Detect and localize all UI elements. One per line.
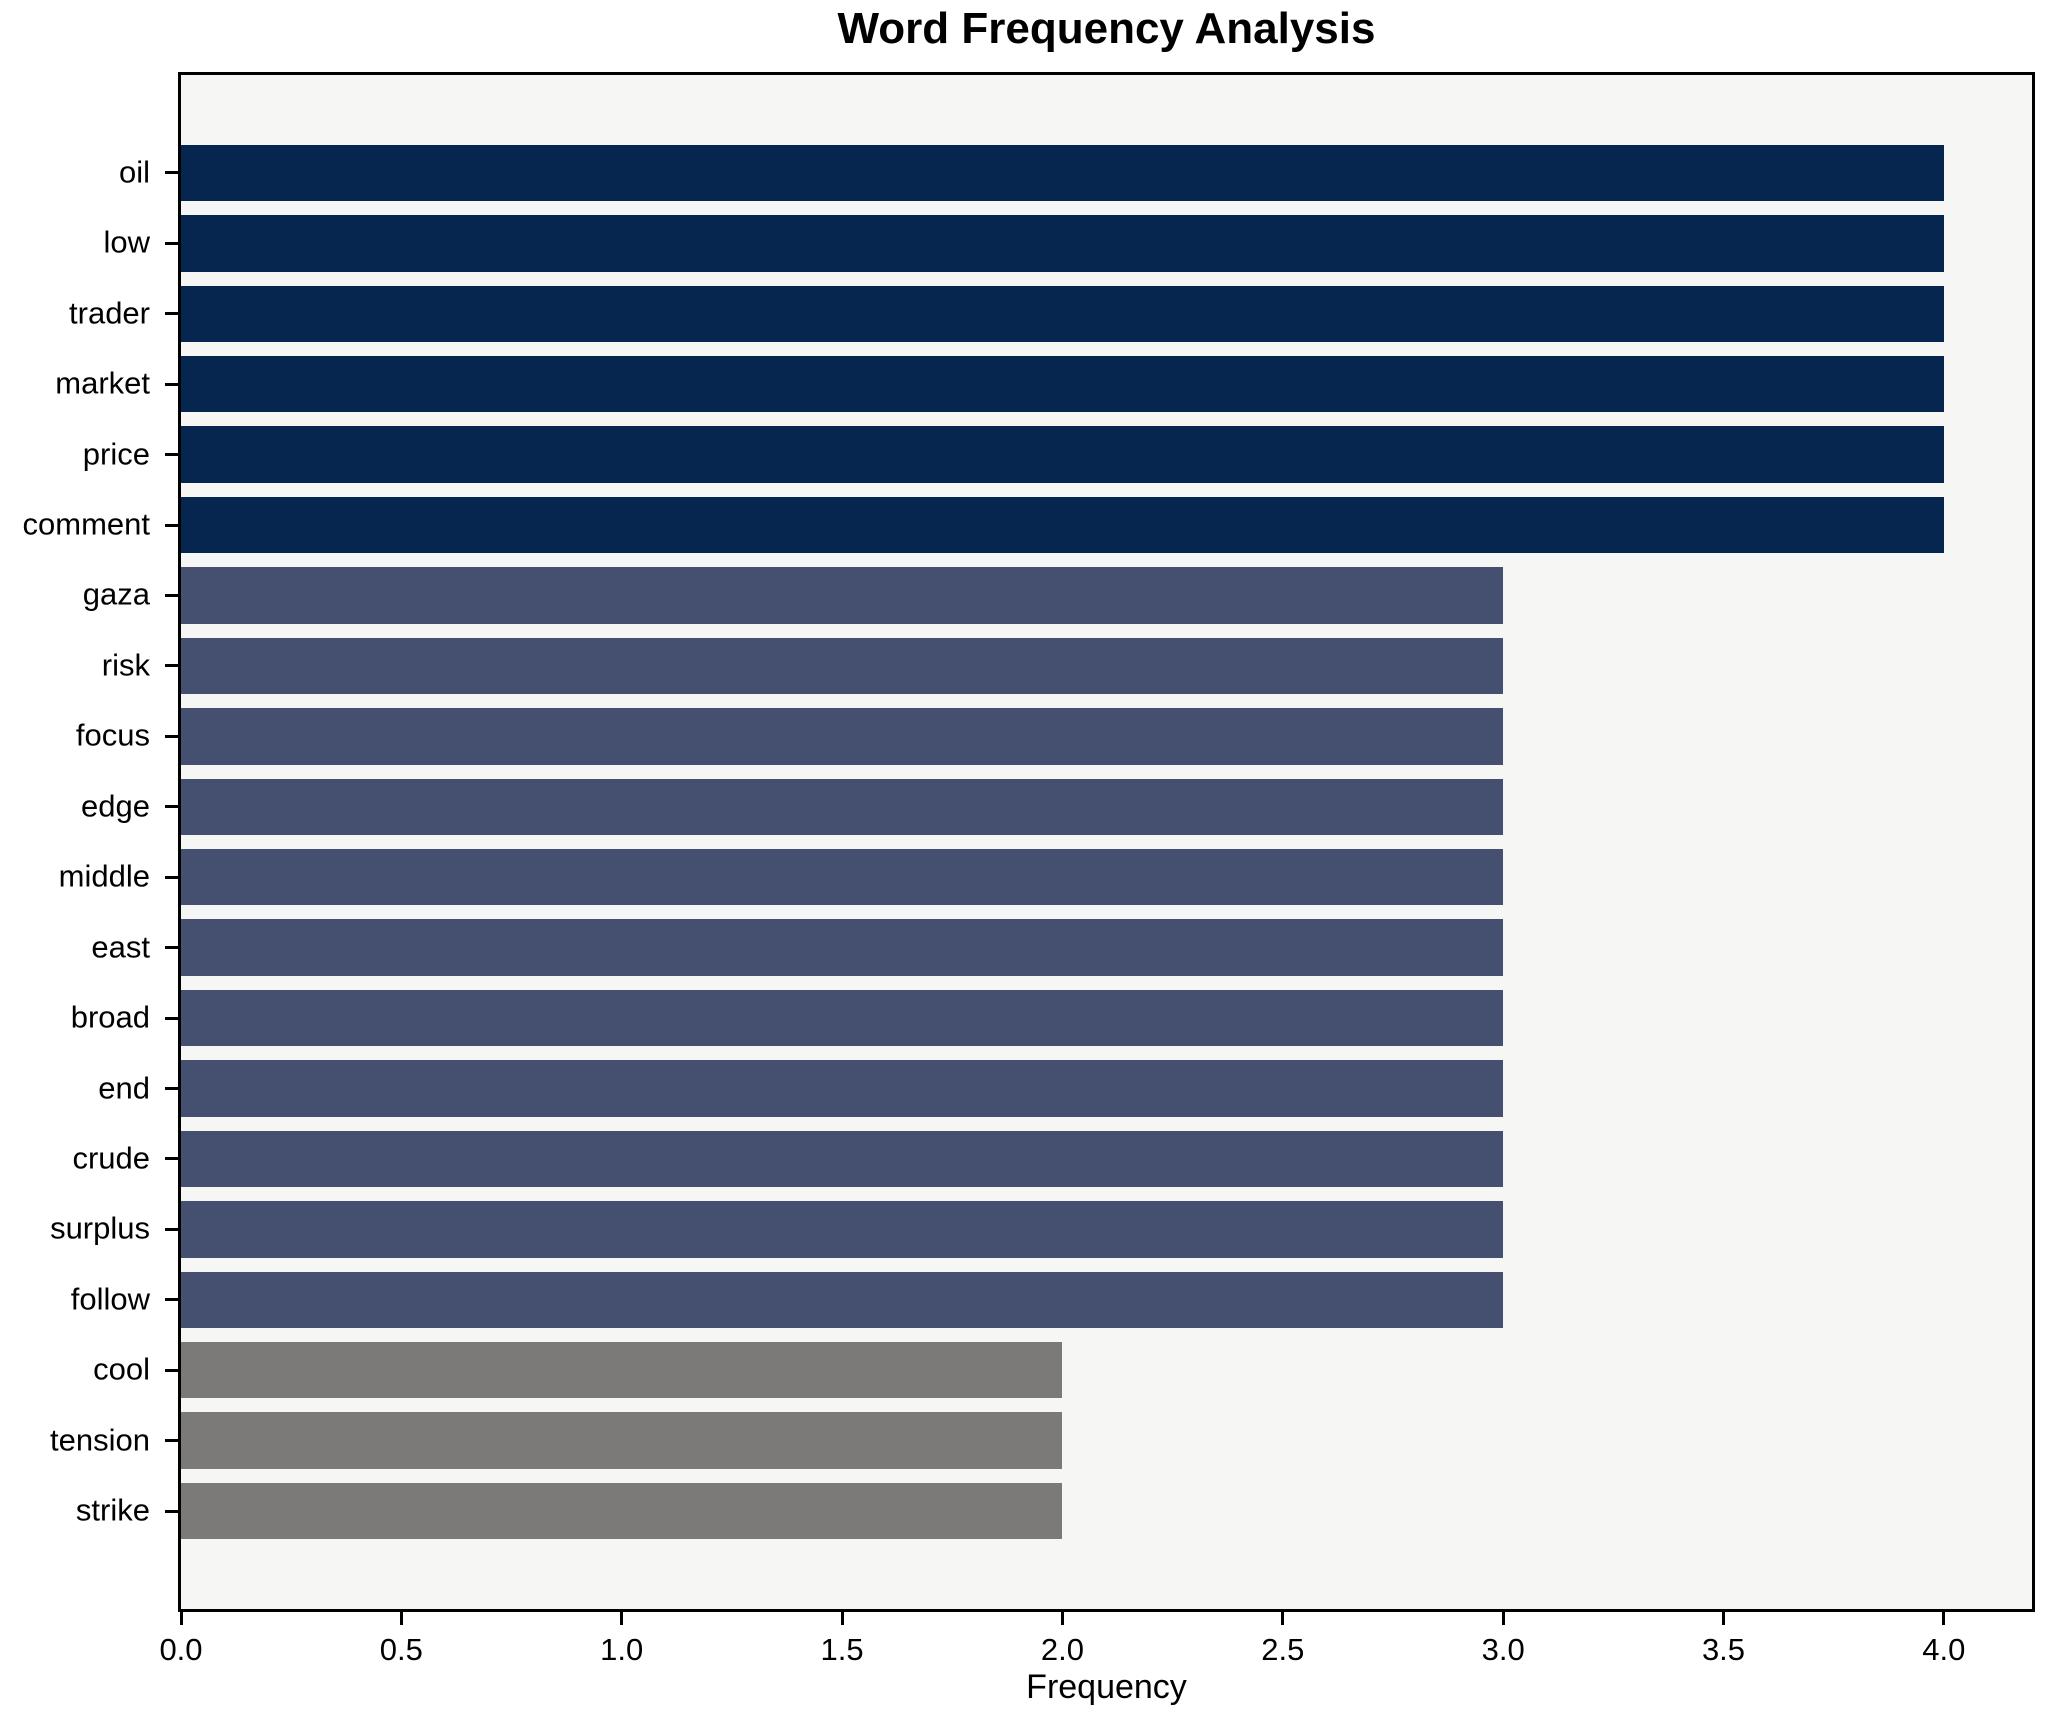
ytick-label-market: market	[55, 365, 150, 401]
ytick-mark	[165, 523, 178, 527]
ytick-label-low: low	[103, 224, 150, 260]
bar-end	[181, 1060, 1504, 1117]
ytick-mark	[165, 241, 178, 245]
ytick-label-end: end	[98, 1069, 150, 1105]
xtick-label-2.5: 2.5	[1261, 1632, 1305, 1667]
ytick-label-tension: tension	[50, 1421, 150, 1457]
ytick-mark	[165, 1368, 178, 1372]
x-axis-label: Frequency	[1026, 1668, 1187, 1706]
ytick-label-broad: broad	[70, 999, 150, 1035]
x-axis: 0.0 0.5 1.0 1.5 2.0 2.5 3.0 3.5 4.0	[159, 1612, 2035, 1672]
ytick-label-gaza: gaza	[82, 576, 150, 612]
bar-gaza	[181, 567, 1504, 624]
xtick-mark	[1060, 1612, 1064, 1625]
ytick-mark	[165, 382, 178, 386]
bar-tension	[181, 1412, 1063, 1469]
ytick-mark	[165, 1439, 178, 1443]
xtick-mark	[620, 1612, 624, 1625]
ytick-label-middle: middle	[58, 858, 150, 894]
ytick-mark	[165, 875, 178, 879]
bar-market	[181, 356, 1944, 413]
ytick-mark	[165, 664, 178, 668]
xtick-label-4.0: 4.0	[1922, 1632, 1966, 1667]
ytick-label-cool: cool	[93, 1351, 150, 1387]
bar-cool	[181, 1342, 1063, 1399]
bar-price	[181, 426, 1944, 483]
bar-low	[181, 215, 1944, 272]
xtick-label-1.0: 1.0	[600, 1632, 644, 1667]
ytick-label-comment: comment	[22, 506, 150, 542]
plot-area	[178, 72, 2035, 1612]
ytick-label-strike: strike	[75, 1492, 150, 1528]
xtick-mark	[1501, 1612, 1505, 1625]
xtick-mark	[1942, 1612, 1946, 1625]
y-axis: oil low trader market price comment gaza risk fo…	[0, 72, 178, 1612]
xtick-label-2.0: 2.0	[1040, 1632, 1084, 1667]
bar-middle	[181, 849, 1504, 906]
xtick-mark	[399, 1612, 403, 1625]
ytick-label-trader: trader	[69, 295, 150, 331]
ytick-mark	[165, 805, 178, 809]
xtick-label-3.5: 3.5	[1701, 1632, 1746, 1667]
ytick-label-focus: focus	[75, 717, 150, 753]
bar-trader	[181, 285, 1944, 342]
ytick-mark	[165, 1016, 178, 1020]
xtick-mark	[179, 1612, 183, 1625]
bar-risk	[181, 637, 1504, 695]
bar-follow	[181, 1271, 1504, 1328]
ytick-mark	[165, 734, 178, 738]
ytick-mark	[165, 1227, 178, 1231]
bar-surplus	[181, 1201, 1504, 1258]
ytick-mark	[165, 171, 178, 175]
ytick-mark	[165, 1157, 178, 1161]
ytick-label-risk: risk	[101, 647, 150, 683]
xtick-mark	[1281, 1612, 1285, 1625]
ytick-mark	[165, 1087, 178, 1090]
ytick-mark	[165, 946, 178, 950]
xtick-label-0.0: 0.0	[159, 1632, 203, 1667]
xtick-label-1.5: 1.5	[820, 1632, 864, 1667]
ytick-mark	[165, 593, 178, 597]
ytick-label-price: price	[82, 435, 150, 471]
bar-edge	[181, 778, 1504, 835]
ytick-label-oil: oil	[118, 154, 150, 190]
chart-title: Word Frequency Analysis	[837, 4, 1376, 53]
bar-crude	[181, 1130, 1504, 1188]
xtick-mark	[1722, 1612, 1725, 1625]
ytick-mark	[165, 1509, 178, 1513]
bar-focus	[181, 708, 1504, 765]
xtick-label-3.0: 3.0	[1481, 1632, 1525, 1667]
ytick-mark	[165, 453, 178, 457]
xtick-label-0.5: 0.5	[379, 1632, 423, 1667]
ytick-label-east: east	[91, 928, 150, 964]
bar-strike	[181, 1482, 1063, 1540]
bar-east	[181, 919, 1504, 976]
ytick-mark	[165, 1298, 178, 1302]
ytick-mark	[165, 312, 178, 316]
ytick-label-surplus: surplus	[50, 1210, 150, 1246]
ytick-label-crude: crude	[72, 1140, 150, 1176]
bar-broad	[181, 989, 1504, 1047]
bar-oil	[181, 144, 1944, 202]
ytick-label-edge: edge	[81, 788, 150, 824]
ytick-label-follow: follow	[70, 1281, 150, 1317]
bar-comment	[181, 496, 1944, 554]
xtick-mark	[840, 1612, 844, 1625]
